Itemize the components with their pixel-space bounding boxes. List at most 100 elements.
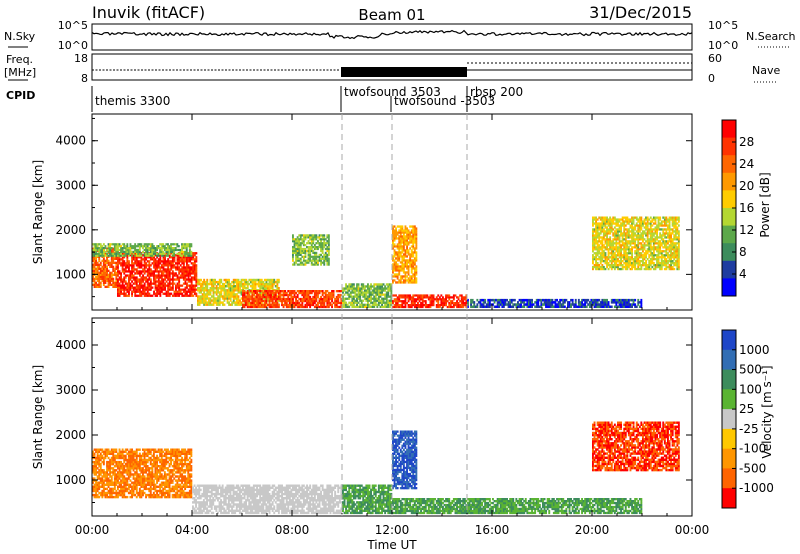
power-cell	[404, 251, 407, 254]
power-cell	[646, 244, 649, 247]
power-cell	[623, 232, 626, 235]
power-cell	[321, 291, 324, 295]
power-cell	[159, 260, 162, 263]
freq-label-1: Freq.	[6, 53, 33, 66]
power-cell	[93, 252, 96, 255]
power-cell	[157, 282, 160, 285]
power-cell	[237, 303, 240, 306]
power-cell	[368, 303, 371, 306]
power-cell	[401, 259, 404, 262]
power-cell	[527, 303, 530, 306]
power-cell	[276, 297, 279, 301]
power-cell	[599, 224, 602, 227]
power-cell	[254, 299, 257, 303]
power-cell	[209, 289, 212, 292]
power-cell	[662, 264, 665, 267]
power-cell	[632, 303, 635, 306]
power-cell	[299, 263, 302, 266]
power-cell	[260, 293, 263, 296]
power-cell	[635, 224, 638, 227]
power-cell	[154, 294, 157, 297]
power-cell	[388, 287, 391, 290]
power-cell	[577, 305, 580, 308]
power-cell	[274, 293, 277, 297]
power-cell	[648, 238, 651, 241]
power-cell	[320, 263, 322, 266]
power-cell	[648, 264, 651, 267]
power-cell	[596, 226, 599, 229]
power-cell	[171, 280, 174, 283]
power-cell	[563, 301, 566, 304]
power-cell	[184, 274, 187, 277]
power-cell	[176, 278, 179, 281]
power-cell	[393, 298, 396, 301]
power-cell	[195, 278, 198, 281]
power-cell	[593, 238, 596, 241]
power-cell	[313, 290, 316, 293]
power-cell	[198, 301, 201, 304]
power-cell	[501, 303, 504, 306]
power-cell	[262, 295, 265, 299]
power-cell	[568, 305, 571, 308]
power-cell	[377, 283, 380, 286]
power-cell	[115, 248, 118, 252]
power-cell	[135, 252, 138, 255]
power-cell	[304, 293, 307, 297]
power-cell	[340, 303, 343, 307]
power-cell	[96, 247, 99, 250]
power-cell	[296, 303, 299, 307]
power-cell	[190, 250, 193, 253]
power-cell	[124, 250, 127, 253]
power-cell	[148, 282, 151, 285]
power-cell	[476, 305, 479, 308]
power-cell	[284, 290, 287, 293]
power-cell	[657, 246, 660, 249]
power-cell	[124, 264, 127, 267]
power-cell	[304, 263, 307, 266]
power-cell	[651, 248, 654, 251]
power-cell	[168, 274, 171, 277]
power-cell	[567, 305, 569, 308]
power-cell	[342, 297, 344, 300]
power-cell	[93, 277, 96, 280]
power-cell	[215, 297, 218, 300]
power-cell	[432, 294, 435, 297]
power-cell	[657, 262, 660, 265]
power-cell	[617, 220, 619, 223]
power-cell	[640, 248, 643, 251]
power-cell	[384, 305, 387, 308]
power-cell	[392, 233, 394, 236]
power-cell	[326, 247, 329, 251]
power-cell	[465, 302, 468, 305]
power-cell	[595, 303, 597, 306]
power-cell	[137, 250, 140, 253]
power-region-6	[392, 294, 468, 309]
power-cell	[637, 218, 640, 221]
power-cell	[265, 301, 268, 305]
power-cell	[549, 303, 552, 306]
power-cell	[635, 216, 638, 219]
power-cell	[648, 254, 651, 257]
power-cell	[401, 241, 404, 244]
power-cell	[178, 292, 181, 295]
power-cell	[462, 298, 465, 301]
power-cell	[407, 281, 410, 284]
power-cell	[410, 298, 413, 301]
power-cell	[262, 280, 265, 284]
power-cell	[129, 250, 132, 253]
power-cell	[556, 298, 558, 302]
nsearch-tick-top: 10^5	[708, 19, 738, 32]
power-cell	[151, 262, 154, 265]
power-cell	[302, 238, 305, 241]
power-cell	[237, 280, 240, 284]
power-cell	[612, 232, 615, 235]
power-cell	[418, 305, 421, 309]
power-cell	[643, 222, 646, 225]
power-cell	[406, 239, 408, 242]
power-cell	[274, 280, 277, 284]
power-cell	[106, 247, 108, 250]
power-cell	[402, 302, 405, 305]
power-cell	[456, 305, 458, 309]
power-cell	[186, 256, 188, 259]
nsky-tick-bottom: 10^0	[58, 39, 88, 52]
